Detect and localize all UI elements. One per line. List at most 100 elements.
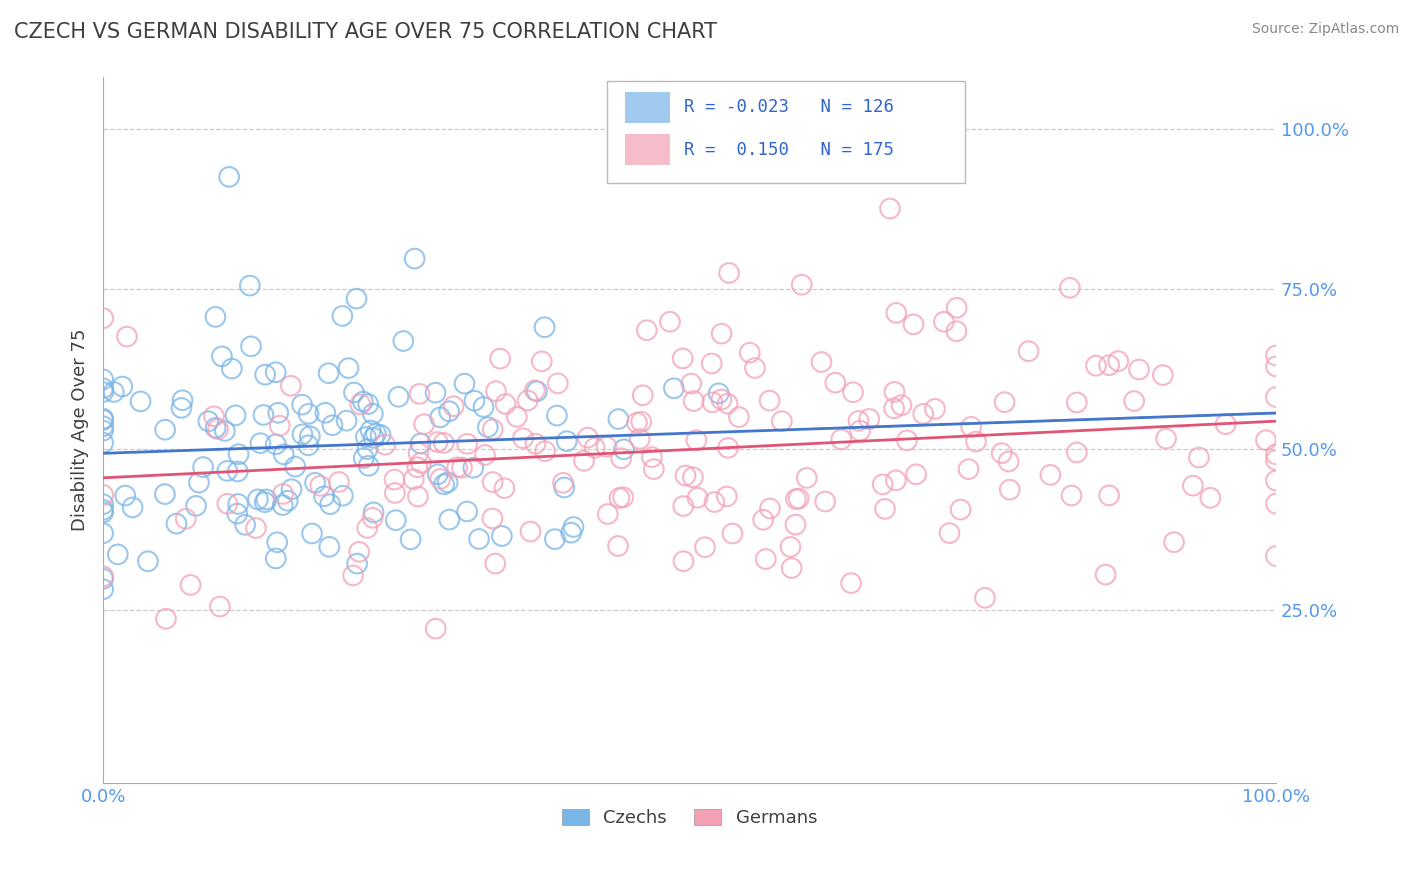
Point: [252, 408, 274, 422]
Point: [188, 475, 211, 490]
Point: [675, 468, 697, 483]
Point: [453, 376, 475, 391]
Point: [544, 532, 567, 546]
Point: [1265, 497, 1288, 511]
Point: [681, 376, 703, 391]
Point: [896, 434, 918, 448]
Point: [707, 386, 730, 401]
Point: [890, 398, 912, 412]
Point: [180, 578, 202, 592]
Point: [924, 401, 946, 416]
Point: [489, 351, 512, 366]
Point: [197, 414, 219, 428]
Point: [91, 372, 114, 386]
Point: [533, 320, 555, 334]
Point: [990, 446, 1012, 460]
Point: [155, 612, 177, 626]
Point: [1123, 394, 1146, 409]
Point: [752, 513, 775, 527]
Point: [204, 421, 226, 435]
Text: CZECH VS GERMAN DISABILITY AGE OVER 75 CORRELATION CHART: CZECH VS GERMAN DISABILITY AGE OVER 75 C…: [14, 22, 717, 42]
Point: [628, 432, 651, 446]
Point: [1154, 432, 1177, 446]
Point: [738, 345, 761, 359]
Point: [356, 521, 378, 535]
Point: [297, 438, 319, 452]
Point: [267, 406, 290, 420]
Point: [716, 397, 738, 411]
Point: [332, 309, 354, 323]
Point: [446, 460, 468, 475]
Point: [790, 277, 813, 292]
Point: [474, 448, 496, 462]
Point: [686, 491, 709, 505]
Point: [191, 460, 214, 475]
Point: [785, 517, 807, 532]
Point: [277, 493, 299, 508]
Point: [641, 450, 664, 464]
Point: [903, 318, 925, 332]
Point: [1265, 453, 1288, 467]
Point: [319, 497, 342, 511]
Point: [363, 431, 385, 445]
Point: [848, 414, 870, 428]
Point: [346, 557, 368, 571]
Bar: [626, 135, 669, 165]
Point: [945, 324, 967, 338]
Point: [170, 401, 193, 415]
Point: [264, 551, 287, 566]
Point: [703, 495, 725, 509]
Point: [402, 472, 425, 486]
Point: [304, 475, 326, 490]
Point: [357, 397, 380, 411]
Point: [240, 339, 263, 353]
Point: [1039, 467, 1062, 482]
Bar: [626, 92, 669, 122]
Point: [744, 361, 766, 376]
Point: [280, 378, 302, 392]
Point: [839, 576, 862, 591]
Point: [883, 384, 905, 399]
Point: [596, 507, 619, 521]
Point: [609, 491, 631, 505]
Point: [1199, 491, 1222, 505]
Point: [716, 490, 738, 504]
Point: [583, 441, 606, 455]
Point: [429, 472, 451, 486]
Point: [758, 393, 780, 408]
Point: [468, 532, 491, 546]
Point: [309, 479, 332, 493]
Point: [997, 454, 1019, 468]
Point: [1181, 478, 1204, 492]
Point: [184, 499, 207, 513]
Point: [225, 409, 247, 423]
Point: [408, 387, 430, 401]
Point: [91, 582, 114, 597]
Point: [426, 435, 449, 450]
Point: [202, 409, 225, 424]
Point: [153, 487, 176, 501]
Point: [481, 422, 503, 436]
Point: [406, 490, 429, 504]
Point: [755, 552, 778, 566]
Point: [1059, 281, 1081, 295]
Point: [879, 202, 901, 216]
Point: [218, 169, 240, 184]
Point: [291, 427, 314, 442]
Point: [636, 323, 658, 337]
Point: [91, 497, 114, 511]
Point: [271, 487, 294, 501]
Point: [226, 465, 249, 479]
Point: [136, 554, 159, 568]
Point: [551, 475, 574, 490]
Point: [437, 404, 460, 418]
Point: [254, 492, 277, 507]
Point: [974, 591, 997, 605]
Point: [1265, 390, 1288, 404]
Point: [481, 475, 503, 489]
Point: [710, 392, 733, 407]
Point: [406, 460, 429, 475]
Point: [1066, 445, 1088, 459]
Point: [830, 433, 852, 447]
Point: [91, 572, 114, 586]
